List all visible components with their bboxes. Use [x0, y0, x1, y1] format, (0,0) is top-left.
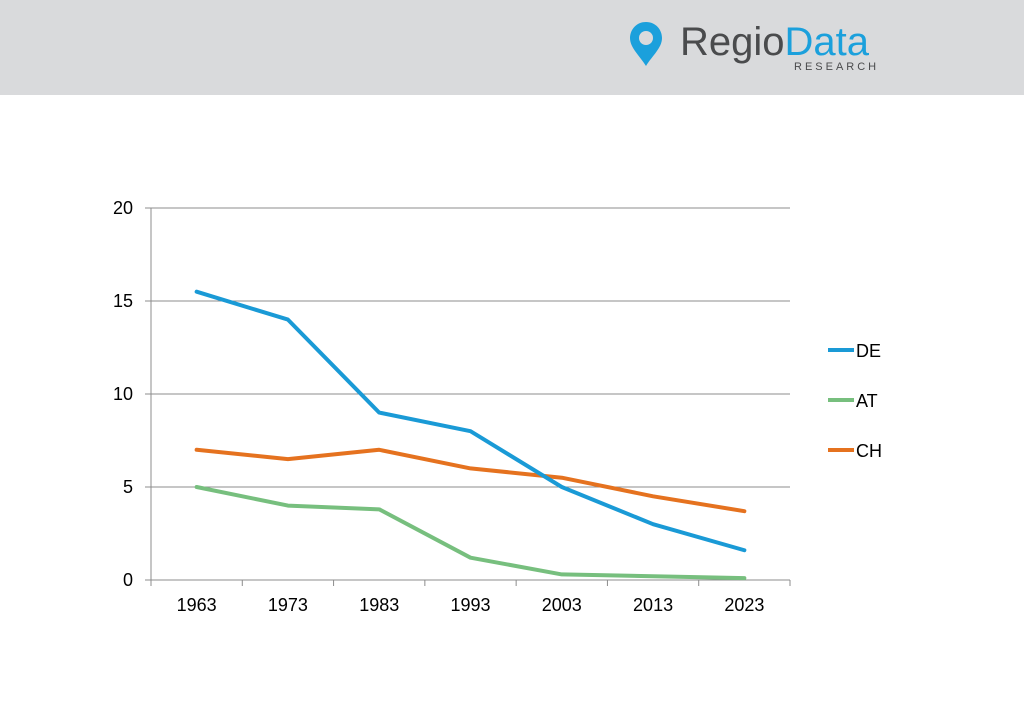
regiodata-logo[interactable]: RegioData RESEARCH [628, 18, 898, 78]
y-tick-label: 20 [113, 198, 133, 218]
x-tick-label: 2013 [633, 595, 673, 615]
logo-subtitle: RESEARCH [794, 61, 880, 73]
legend-label-de: DE [856, 341, 881, 361]
x-tick-label: 1973 [268, 595, 308, 615]
legend-label-at: AT [856, 391, 878, 411]
series-lines [194, 289, 747, 581]
x-tick-label: 1993 [450, 595, 490, 615]
logo-text-data: Data [784, 20, 870, 64]
y-tick-label: 0 [123, 570, 133, 590]
x-tick-label: 2023 [724, 595, 764, 615]
y-tick-label: 5 [123, 477, 133, 497]
y-tick-label: 15 [113, 291, 133, 311]
x-tick-label: 2003 [542, 595, 582, 615]
legend: DE AT CH [828, 341, 882, 461]
series-line-de [194, 289, 747, 553]
gridlines [151, 207, 790, 488]
logo-text-regio: Regio [680, 20, 785, 64]
map-pin-icon [630, 22, 662, 66]
axes: 0 5 10 15 20 1963 1973 1983 1993 2003 2013 2023 [113, 198, 791, 615]
y-tick-label: 10 [113, 384, 133, 404]
line-chart: 0 5 10 15 20 1963 1973 1983 1993 2003 2013 2023 DE A… [113, 198, 882, 615]
logo-wordmark: RegioData [680, 18, 869, 66]
x-tick-label: 1983 [359, 595, 399, 615]
x-tick-label: 1963 [177, 595, 217, 615]
header-bar: RegioData RESEARCH [0, 0, 1024, 95]
series-line-at [194, 485, 747, 581]
legend-label-ch: CH [856, 441, 882, 461]
